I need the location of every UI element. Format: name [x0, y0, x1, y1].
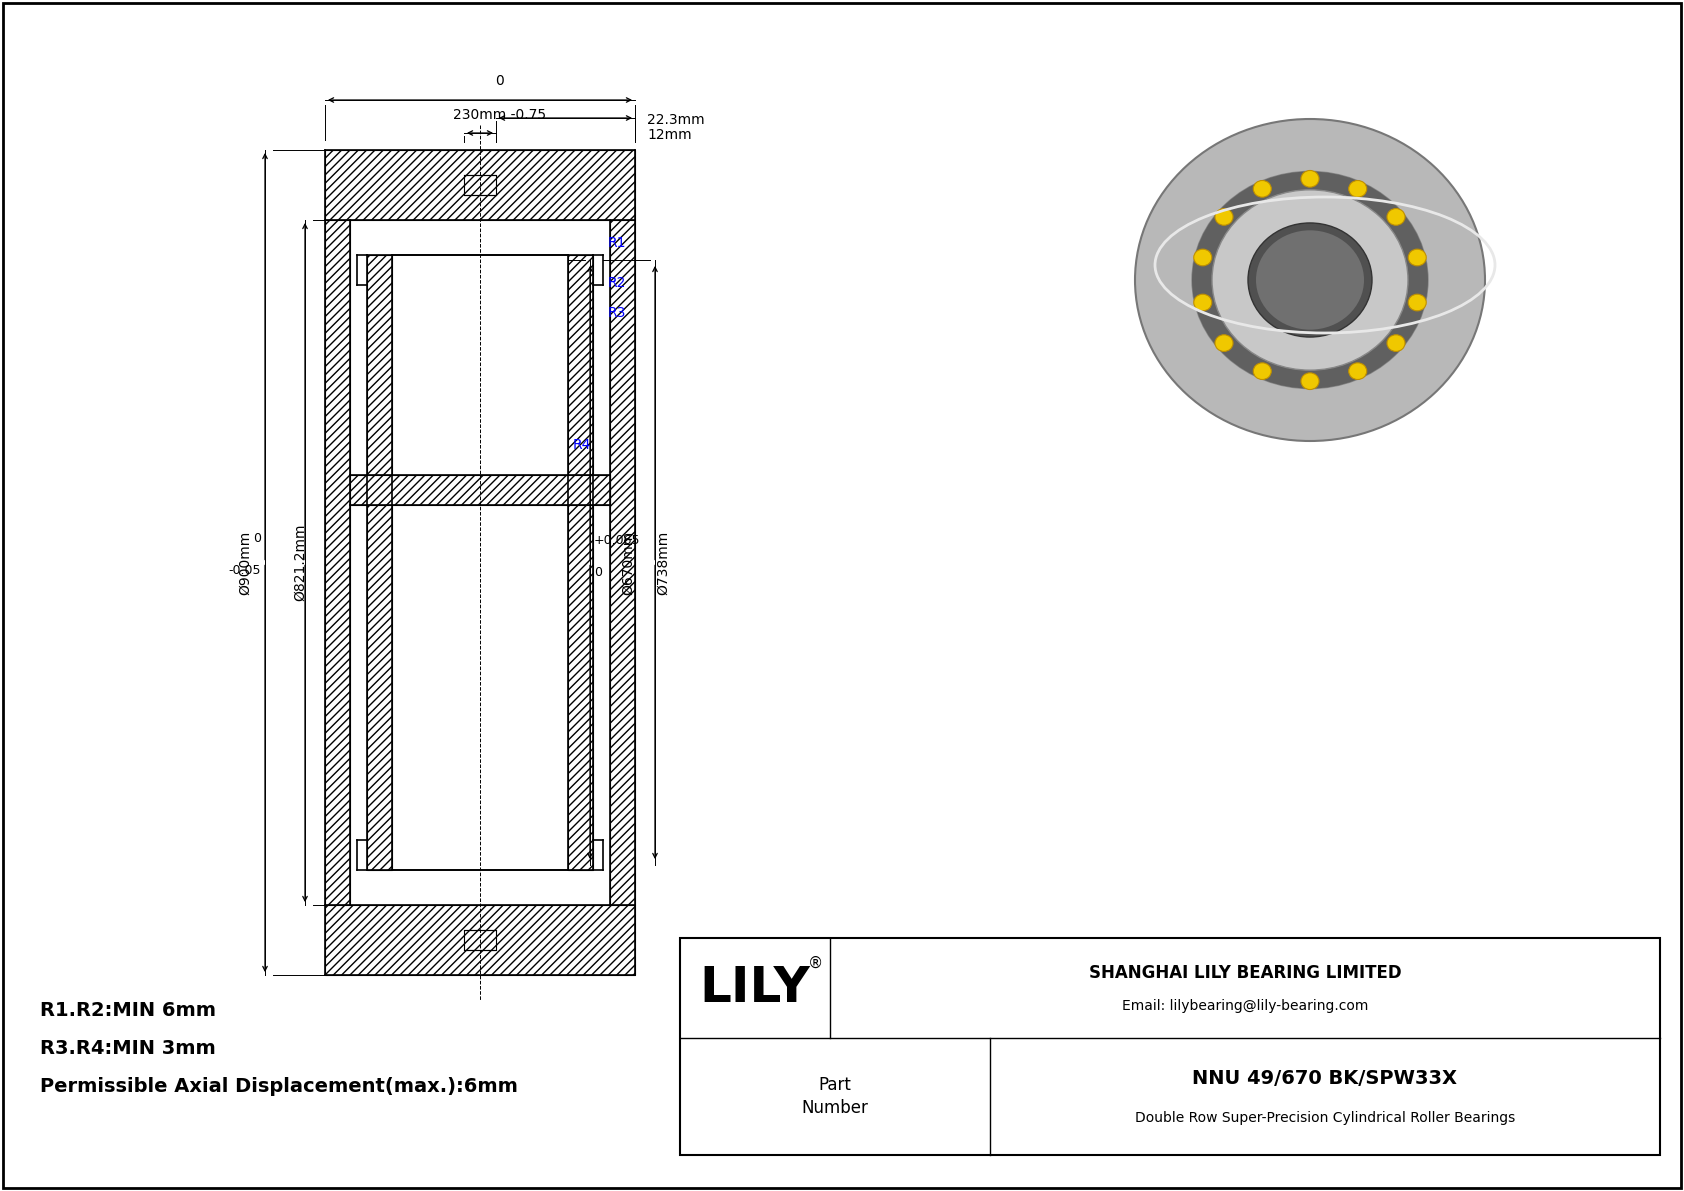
Text: Email: lilybearing@lily-bearing.com: Email: lilybearing@lily-bearing.com [1122, 999, 1367, 1014]
Text: Ø900mm: Ø900mm [237, 530, 253, 594]
Text: R1.R2:MIN 6mm: R1.R2:MIN 6mm [40, 1000, 216, 1019]
Ellipse shape [1349, 181, 1367, 198]
Bar [465, 930, 497, 950]
Text: NNU 49/670 BK/SPW33X: NNU 49/670 BK/SPW33X [1192, 1070, 1457, 1089]
Text: +0.065: +0.065 [594, 534, 640, 547]
Text: 230mm -0.75: 230mm -0.75 [453, 108, 547, 121]
Text: 0: 0 [495, 74, 505, 88]
Bar [610, 220, 635, 905]
Text: 12mm: 12mm [647, 127, 692, 142]
Ellipse shape [1214, 208, 1233, 225]
Ellipse shape [1302, 170, 1319, 187]
Ellipse shape [1135, 119, 1485, 441]
Ellipse shape [1248, 223, 1372, 337]
Text: R3: R3 [608, 306, 626, 320]
Text: Part
Number: Part Number [802, 1075, 869, 1117]
Text: R3.R4:MIN 3mm: R3.R4:MIN 3mm [40, 1039, 216, 1058]
Text: R1: R1 [608, 236, 626, 250]
Bar [325, 905, 635, 975]
Text: 0: 0 [594, 567, 601, 580]
Text: -0.05: -0.05 [229, 565, 261, 578]
Ellipse shape [1212, 189, 1408, 370]
Bar [367, 255, 392, 869]
Bar [680, 939, 1660, 1155]
Ellipse shape [1408, 249, 1426, 266]
Text: Double Row Super-Precision Cylindrical Roller Bearings: Double Row Super-Precision Cylindrical R… [1135, 1110, 1516, 1124]
Ellipse shape [1388, 208, 1404, 225]
Text: Permissible Axial Displacement(max.):6mm: Permissible Axial Displacement(max.):6mm [40, 1077, 519, 1096]
Bar [465, 175, 497, 195]
Ellipse shape [1194, 294, 1212, 311]
Text: 0: 0 [253, 531, 261, 544]
Ellipse shape [1214, 335, 1233, 351]
Bar [350, 475, 610, 505]
Ellipse shape [1349, 363, 1367, 380]
Text: Ø821.2mm: Ø821.2mm [293, 524, 306, 601]
Ellipse shape [1194, 249, 1212, 266]
Ellipse shape [1408, 294, 1426, 311]
Ellipse shape [1253, 181, 1271, 198]
Text: SHANGHAI LILY BEARING LIMITED: SHANGHAI LILY BEARING LIMITED [1088, 964, 1401, 983]
Bar [568, 255, 593, 869]
Text: LILY: LILY [699, 964, 810, 1012]
Ellipse shape [1256, 230, 1364, 330]
Text: Ø738mm: Ø738mm [657, 530, 670, 594]
Bar [325, 220, 350, 905]
Ellipse shape [1253, 363, 1271, 380]
Ellipse shape [1388, 335, 1404, 351]
Ellipse shape [1302, 373, 1319, 389]
Text: 22.3mm: 22.3mm [647, 113, 704, 127]
Text: R4: R4 [573, 438, 591, 453]
Text: Ø670mm: Ø670mm [621, 530, 635, 594]
Text: R2: R2 [608, 276, 626, 289]
Bar [325, 150, 635, 220]
Ellipse shape [1192, 172, 1428, 388]
Text: ®: ® [807, 955, 822, 971]
Ellipse shape [1192, 172, 1428, 388]
